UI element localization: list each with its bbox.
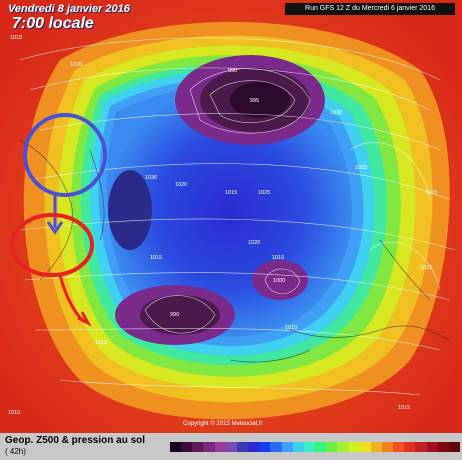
color-scale-swatch [236,442,249,452]
isobar-label: 1015 [95,340,108,346]
color-scale-swatch [181,442,193,452]
isobar-label: 1015 [420,265,433,271]
color-scale-swatch [259,442,271,452]
isobar-label: 1025 [355,165,368,171]
isobar-label: 1015 [10,35,23,41]
annotation-red-circle [10,213,94,277]
color-scale-swatch [381,442,394,452]
color-scale-swatch [225,442,237,452]
annotation-blue-circle [23,113,107,197]
forecast-time: 7:00 locale [12,15,94,32]
isobar-label: 995 [250,98,260,104]
color-scale-swatch [214,442,226,452]
color-scale-swatch [437,442,449,452]
isobar-label: 1020 [175,182,188,188]
low-pressure-centers [108,55,325,345]
color-scale-swatch [281,442,293,452]
color-scale-swatch [203,442,215,452]
color-scale [170,442,461,452]
color-scale-swatch [292,442,304,452]
color-scale-swatch [393,442,405,452]
color-scale-swatch [270,442,282,452]
color-scale-swatch [326,442,338,452]
model-run-label: Run GFS 12 Z du Mercredi 6 janvier 2016 [285,3,455,15]
color-scale-swatch [337,442,349,452]
color-scale-swatch [170,442,182,452]
color-scale-swatch [404,442,416,452]
legend-title: Geop. Z500 & pression au sol [5,435,146,446]
forecast-date: Vendredi 8 janvier 2016 [8,3,130,15]
isobar-label: 1015 [425,190,438,196]
color-scale-swatch [303,442,316,452]
isobar-label: 1015 [225,190,238,196]
isobar-label: 1010 [272,255,285,261]
color-scale-swatch [359,442,371,452]
isobar-label: 1015 [150,255,163,261]
isobar-label: 1025 [258,190,271,196]
isobar-label: 1000 [273,278,286,284]
coastlines [19,139,451,363]
isobar-label: 1010 [285,325,298,331]
color-scale-swatch [426,442,438,452]
legend-step: ( 42h) [5,447,26,456]
isobar-label: 990 [170,312,180,318]
isobar-label: 1030 [145,175,158,181]
color-scale-swatch [415,442,427,452]
isobar-label: 1020 [248,240,261,246]
isobar-label: 990 [228,68,238,74]
color-scale-swatch [348,442,360,452]
color-scale-swatch [315,442,327,452]
color-scale-swatch [448,442,461,452]
color-scale-swatch [248,442,260,452]
color-scale-swatch [370,442,382,452]
copyright-text: Copyright © 2015 Meteociel.fr [183,421,263,427]
color-scale-swatch [192,442,204,452]
isobar-label: 1015 [398,405,411,411]
isobar-label: 1020 [70,62,83,68]
isobar-label: 1030 [330,110,343,116]
legend: Geop. Z500 & pression au sol ( 42h) [0,433,462,460]
isobar-label: 1010 [8,410,21,416]
